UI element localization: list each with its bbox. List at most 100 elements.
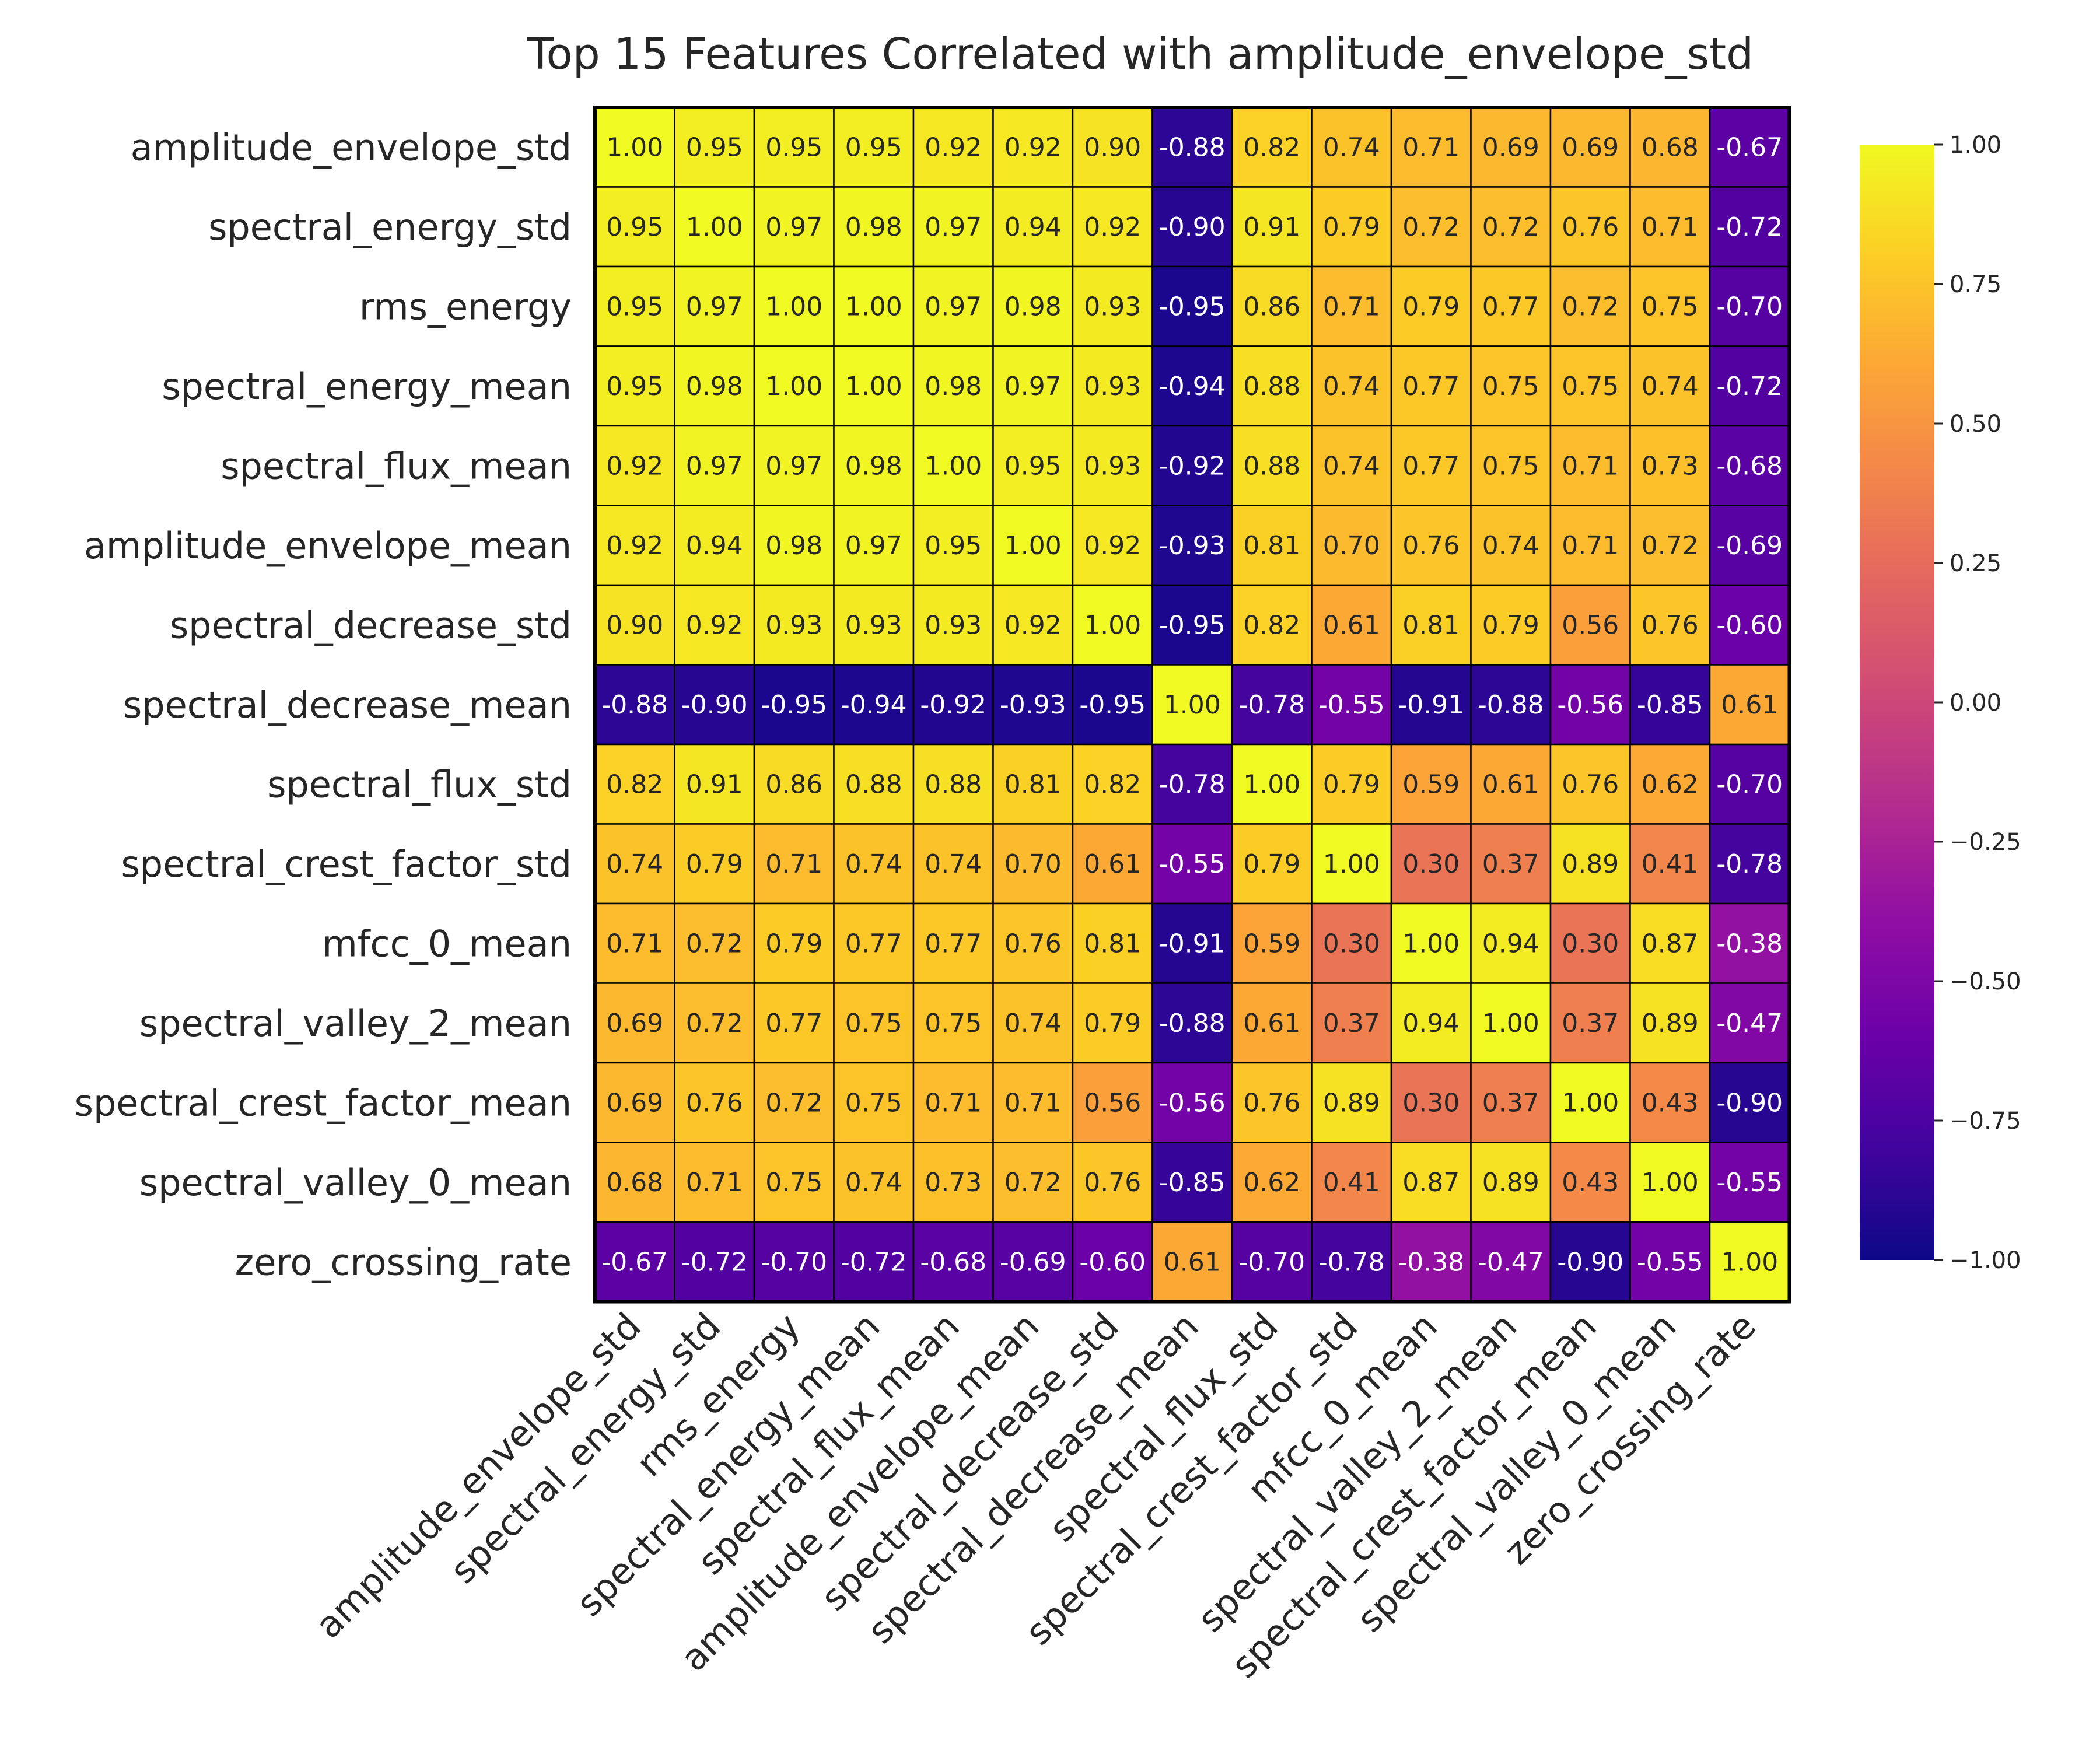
cell-value-r14-c7: 0.61 [1164,1247,1221,1277]
heatmap-cell-r5-c7 [1152,505,1233,586]
heatmap-cell-r12-c10 [1390,1062,1472,1143]
heatmap-cell-r1-c12 [1549,186,1631,268]
cell-value-r0-c11: 0.69 [1482,132,1539,162]
cell-value-r1-c9: 0.79 [1323,212,1380,242]
heatmap-cell-r8-c7 [1152,743,1233,825]
heatmap-cell-r1-c9 [1311,186,1392,268]
cell-value-r14-c6: -0.60 [1079,1247,1146,1277]
cell-value-r4-c6: 0.93 [1084,451,1141,481]
heatmap-cell-r13-c11 [1470,1142,1552,1223]
heatmap-cell-r11-c11 [1470,982,1552,1064]
cell-value-r0-c13: 0.68 [1642,132,1699,162]
cell-value-r1-c0: 0.95 [606,212,663,242]
y-axis-labels: amplitude_envelope_std spectral_energy_st… [75,126,572,1283]
cell-value-r1-c8: 0.91 [1243,212,1300,242]
cell-value-r1-c10: 0.72 [1402,212,1460,242]
heatmap-cell-r9-c11 [1470,823,1552,905]
heatmap-cell-r14-c11 [1470,1221,1552,1303]
heatmap-cell-r1-c6 [1072,186,1153,268]
heatmap-cell-r9-c10 [1390,823,1472,905]
heatmap-cell-r14-c6 [1072,1221,1153,1303]
y-tick-label-11: spectral_valley_2_mean [139,1002,572,1045]
cell-value-r14-c4: -0.68 [920,1247,986,1277]
cell-value-r7-c2: -0.95 [761,690,827,720]
cell-value-r3-c4: 0.98 [925,372,982,401]
heatmap-cell-r4-c8 [1231,425,1312,506]
cell-value-r6-c0: 0.90 [606,610,663,640]
cell-value-r9-c2: 0.71 [765,849,822,879]
cell-value-r9-c4: 0.74 [925,849,982,879]
heatmap-cell-r13-c10 [1390,1142,1472,1223]
heatmap-cell-r12-c7 [1152,1062,1233,1143]
cell-value-r8-c10: 0.59 [1402,769,1460,799]
cell-value-r3-c10: 0.77 [1402,372,1460,401]
cell-value-r8-c9: 0.79 [1323,769,1380,799]
cell-value-r11-c11: 1.00 [1482,1009,1539,1038]
heatmap-cell-r5-c11 [1470,505,1552,586]
y-tick-label-13: spectral_valley_0_mean [139,1161,572,1204]
cell-value-r9-c3: 0.74 [845,849,902,879]
colorbar-tick-label-8: −1.00 [1950,1247,2021,1274]
cell-value-r3-c11: 0.75 [1482,372,1539,401]
heatmap-cell-r14-c5 [992,1221,1074,1303]
cell-value-r10-c13: 0.87 [1642,929,1699,958]
cell-value-r6-c13: 0.76 [1642,610,1699,640]
heatmap-cell-r9-c3 [833,823,915,905]
y-tick-label-9: spectral_crest_factor_std [121,843,572,886]
heatmap-cell-r8-c8 [1231,743,1312,825]
cell-value-r14-c11: -0.47 [1478,1247,1544,1277]
heatmap-cell-r7-c6 [1072,664,1153,746]
heatmap-cell-r9-c6 [1072,823,1153,905]
x-axis-labels: amplitude_envelope_stdspectral_energy_st… [307,1304,1764,1686]
cell-value-r10-c4: 0.77 [925,929,982,958]
cell-value-r8-c4: 0.88 [925,769,982,799]
heatmap-cell-r6-c14 [1709,584,1790,666]
cell-value-r13-c10: 0.87 [1402,1168,1460,1198]
cell-value-r5-c13: 0.72 [1642,531,1699,561]
cell-value-r10-c9: 0.30 [1323,929,1380,958]
heatmap-cell-r13-c3 [833,1142,915,1223]
cell-value-r0-c7: -0.88 [1159,132,1226,162]
heatmap-cell-r12-c0 [594,1062,676,1143]
cell-value-r4-c4: 1.00 [925,451,982,481]
cell-value-r6-c10: 0.81 [1402,610,1460,640]
cell-value-r3-c8: 0.88 [1243,372,1300,401]
heatmap-cell-r8-c0 [594,743,676,825]
cell-value-r2-c4: 0.97 [925,292,982,321]
cell-value-r4-c2: 0.97 [765,451,822,481]
cell-value-r5-c11: 0.74 [1482,531,1539,561]
heatmap-cell-r4-c0 [594,425,676,506]
heatmap-cell-r8-c1 [674,743,755,825]
cell-value-r9-c1: 0.79 [686,849,743,879]
heatmap-cell-r8-c5 [992,743,1074,825]
heatmap-cell-r14-c9 [1311,1221,1392,1303]
cell-value-r3-c5: 0.97 [1005,372,1062,401]
heatmap-cell-r7-c13 [1629,664,1711,746]
heatmap-cell-r2-c11 [1470,265,1552,347]
cell-value-r14-c14: 1.00 [1721,1247,1778,1277]
cell-value-r10-c5: 0.76 [1005,929,1062,958]
heatmap-cell-r10-c4 [912,902,994,984]
y-tick-label-10: mfcc_0_mean [322,922,572,965]
heatmap-cell-r3-c10 [1390,345,1472,427]
cell-value-r0-c4: 0.92 [925,132,982,162]
cell-value-r0-c8: 0.82 [1243,132,1300,162]
heatmap-cell-r7-c1 [674,664,755,746]
heatmap-cell-r1-c1 [674,186,755,268]
cell-value-r3-c13: 0.74 [1642,372,1699,401]
cell-value-r11-c14: -0.47 [1716,1009,1783,1038]
cell-value-r7-c9: -0.55 [1318,690,1385,720]
cell-value-r9-c14: -0.78 [1716,849,1783,879]
heatmap-cell-r11-c13 [1629,982,1711,1064]
heatmap-cell-r5-c3 [833,505,915,586]
cell-value-r1-c12: 0.76 [1562,212,1619,242]
heatmap-cell-r14-c10 [1390,1221,1472,1303]
cell-value-r11-c1: 0.72 [686,1009,743,1038]
heatmap-cell-r8-c6 [1072,743,1153,825]
cell-value-r13-c7: -0.85 [1159,1168,1226,1198]
heatmap-cell-r4-c7 [1152,425,1233,506]
cell-value-r12-c7: -0.56 [1159,1088,1226,1118]
cell-value-r3-c9: 0.74 [1323,372,1380,401]
heatmap-cell-r4-c14 [1709,425,1790,506]
cell-value-r12-c8: 0.76 [1243,1088,1300,1118]
